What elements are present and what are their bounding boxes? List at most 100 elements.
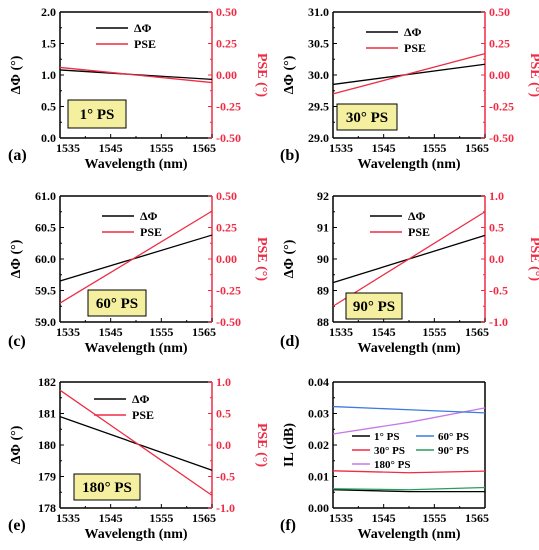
ps-badge-label: 90° PS — [353, 299, 395, 315]
x-tick-label: 1565 — [465, 141, 489, 155]
y2-axis-title: PSE (°) — [527, 53, 539, 97]
y-tick-label: 31.0 — [308, 5, 329, 19]
x-tick-label: 1535 — [329, 511, 353, 525]
series-line — [332, 211, 486, 307]
y2-tick-label: -0.25 — [216, 100, 241, 114]
y-tick-label: 1.5 — [41, 37, 56, 51]
y2-tick-label: -0.50 — [216, 315, 241, 329]
x-tick-label: 1555 — [422, 141, 446, 155]
y-tick-label: 181 — [38, 407, 56, 421]
y2-tick-label: -0.25 — [216, 284, 241, 298]
ps-badge — [73, 473, 141, 501]
x-tick-label: 1555 — [149, 325, 173, 339]
y2-tick-label: 0.50 — [216, 189, 237, 203]
ps-badge — [345, 292, 403, 320]
x-tick-label: 1545 — [99, 511, 123, 525]
x-tick-label: 1555 — [149, 511, 173, 525]
y2-tick-label: 0.00 — [216, 68, 237, 82]
legend-label: 180° PS — [374, 459, 411, 471]
x-tick-label: 1535 — [56, 511, 80, 525]
legend-label: ΔΦ — [404, 25, 422, 39]
y-axis-title: ΔΦ (°) — [9, 55, 24, 94]
y-tick-label: 30.5 — [308, 37, 329, 51]
legend-label: PSE — [408, 225, 430, 239]
chart-panel: 1535 1545 1555 1565 29.0 29.5 30.0 30.5 31.0 -0.5… — [280, 5, 539, 172]
y-tick-label: 0.5 — [41, 100, 56, 114]
legend-label: ΔΦ — [408, 209, 426, 223]
series-line — [332, 470, 486, 474]
x-tick-label: 1535 — [56, 141, 80, 155]
legend-label: PSE — [140, 225, 162, 239]
ps-badge-label: 30° PS — [346, 110, 388, 126]
legend-label: ΔΦ — [132, 392, 150, 406]
y2-tick-label: -1.0 — [489, 315, 508, 329]
x-tick-label: 1545 — [372, 511, 396, 525]
y2-tick-label: 0.50 — [216, 5, 237, 19]
x-tick-label: 1555 — [422, 511, 446, 525]
legend-label: 60° PS — [438, 431, 469, 443]
y2-tick-label: 1.0 — [216, 375, 231, 389]
series-line — [59, 66, 213, 84]
x-tick-label: 1565 — [192, 325, 216, 339]
chart-panel: 1535 1545 1555 1565 59.0 59.5 60.0 60.5 61.0 -0.5… — [8, 189, 269, 356]
panel-label: (e) — [8, 517, 26, 534]
panel-label: (f) — [280, 517, 296, 534]
y-tick-label: 89 — [317, 284, 329, 298]
y-tick-label: 92 — [317, 189, 329, 203]
x-tick-label: 1565 — [192, 511, 216, 525]
y-tick-label: 90 — [317, 252, 329, 266]
series-line — [59, 210, 213, 304]
y-tick-label: 182 — [38, 375, 56, 389]
y-tick-label: 0.01 — [308, 470, 329, 484]
x-tick-label: 1555 — [149, 141, 173, 155]
panel-label: (a) — [8, 147, 27, 164]
legend-label: ΔΦ — [134, 21, 152, 35]
x-axis-title: Wavelength (nm) — [84, 527, 187, 542]
y-tick-label: 88 — [317, 315, 329, 329]
y-tick-label: 0.04 — [308, 375, 329, 389]
y2-tick-label: 0.5 — [489, 221, 504, 235]
legend-label: PSE — [134, 37, 156, 51]
y-tick-label: 60.0 — [35, 252, 56, 266]
x-axis-title: Wavelength (nm) — [357, 157, 460, 172]
y-tick-label: 1.0 — [41, 68, 56, 82]
y-tick-label: 178 — [38, 501, 56, 515]
y2-tick-label: -0.5 — [216, 470, 235, 484]
x-tick-label: 1565 — [192, 141, 216, 155]
series-line — [332, 486, 486, 491]
y2-tick-label: -1.0 — [216, 501, 235, 515]
series-line — [332, 405, 486, 414]
y-tick-label: 0.03 — [308, 407, 329, 421]
series-line — [59, 234, 213, 282]
y-tick-label: 29.0 — [308, 131, 329, 145]
y-tick-label: 30.0 — [308, 68, 329, 82]
y-tick-label: 59.5 — [35, 284, 56, 298]
panel-label: (c) — [8, 333, 26, 350]
ps-badge-label: 180° PS — [82, 480, 132, 496]
y-axis-title: ΔΦ (°) — [282, 239, 297, 278]
legend-label: ΔΦ — [140, 209, 158, 223]
y2-tick-label: 0.0 — [216, 438, 231, 452]
legend-label: 90° PS — [438, 445, 469, 457]
ps-badge — [67, 99, 127, 129]
y2-tick-label: -0.25 — [489, 100, 514, 114]
series-line — [59, 389, 213, 496]
panel-label: (d) — [280, 333, 300, 350]
chart-panel: 1535 1545 1555 1565 0.0 0.5 1.0 1.5 2.0 -0.50 -0.2… — [8, 5, 269, 172]
x-tick-label: 1555 — [422, 325, 446, 339]
x-tick-label: 1535 — [56, 325, 80, 339]
y2-tick-label: -0.50 — [489, 131, 514, 145]
y-axis-title: ΔΦ (°) — [9, 425, 24, 464]
series-line — [332, 52, 486, 95]
legend-label: 1° PS — [374, 431, 400, 443]
y2-tick-label: -0.50 — [216, 131, 241, 145]
y-tick-label: 91 — [317, 221, 329, 235]
y2-tick-label: 0.00 — [489, 68, 510, 82]
y2-axis-title: PSE (°) — [254, 423, 269, 467]
x-tick-label: 1535 — [329, 141, 353, 155]
x-tick-label: 1545 — [99, 325, 123, 339]
x-tick-label: 1545 — [372, 325, 396, 339]
y2-tick-label: 0.0 — [489, 252, 504, 266]
x-tick-label: 1565 — [465, 511, 489, 525]
